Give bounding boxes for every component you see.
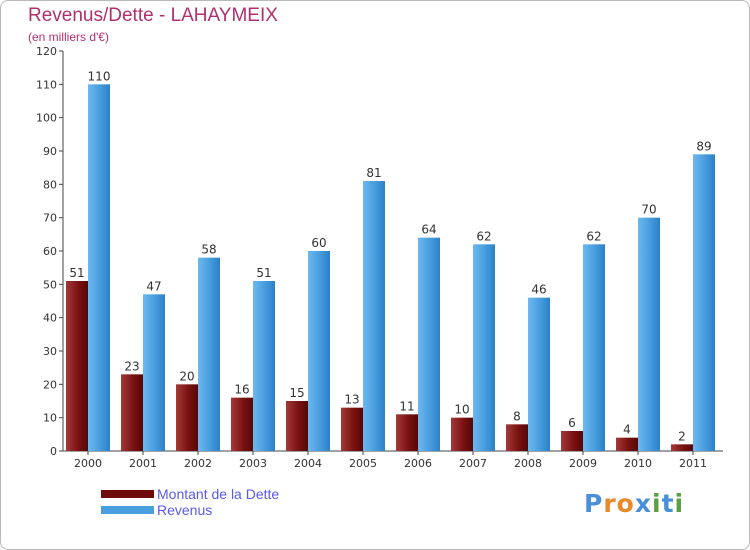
bar-debt bbox=[451, 417, 473, 451]
x-tick-label: 2001 bbox=[129, 457, 157, 470]
data-label-debt: 13 bbox=[344, 393, 359, 407]
data-label-debt: 11 bbox=[399, 399, 414, 413]
proxiti-logo: Proxiti bbox=[584, 489, 684, 518]
data-label-debt: 20 bbox=[179, 369, 194, 383]
logo-letter: i bbox=[652, 489, 662, 518]
x-tick-label: 2007 bbox=[459, 457, 487, 470]
legend-label-debt: Montant de la Dette bbox=[157, 486, 280, 502]
y-tick-label: 20 bbox=[43, 378, 57, 391]
logo-letter: x bbox=[634, 489, 652, 518]
bar-debt bbox=[561, 431, 583, 451]
y-tick-label: 10 bbox=[43, 412, 57, 425]
data-label-revenue: 58 bbox=[201, 243, 216, 257]
data-label-debt: 51 bbox=[69, 266, 84, 280]
data-label-revenue: 110 bbox=[88, 69, 111, 83]
y-tick-label: 60 bbox=[43, 245, 57, 258]
bar-revenue bbox=[528, 297, 550, 451]
legend-swatch-debt bbox=[101, 490, 154, 498]
logo-letter: o bbox=[616, 489, 635, 518]
data-label-revenue: 62 bbox=[476, 229, 491, 243]
y-tick-label: 0 bbox=[50, 445, 57, 458]
data-label-debt: 8 bbox=[513, 409, 521, 423]
logo-letter: r bbox=[603, 489, 617, 518]
x-tick-label: 2003 bbox=[239, 457, 267, 470]
data-label-revenue: 47 bbox=[146, 279, 161, 293]
y-tick-label: 50 bbox=[43, 278, 57, 291]
bar-debt bbox=[121, 374, 143, 451]
y-tick-label: 90 bbox=[43, 145, 57, 158]
x-tick-label: 2010 bbox=[624, 457, 652, 470]
bar-revenue bbox=[418, 237, 440, 451]
data-label-revenue: 51 bbox=[256, 266, 271, 280]
bar-debt bbox=[176, 384, 198, 451]
bar-debt bbox=[286, 401, 308, 451]
data-label-revenue: 89 bbox=[696, 139, 711, 153]
x-tick-label: 2000 bbox=[74, 457, 102, 470]
bar-revenue bbox=[363, 181, 385, 451]
legend-swatch-revenue bbox=[101, 506, 154, 514]
logo-letter: P bbox=[584, 489, 604, 518]
data-label-revenue: 60 bbox=[311, 236, 326, 250]
data-label-revenue: 70 bbox=[641, 203, 656, 217]
x-tick-label: 2004 bbox=[294, 457, 322, 470]
bar-debt bbox=[396, 414, 418, 451]
bar-debt bbox=[231, 397, 253, 451]
x-tick-label: 2009 bbox=[569, 457, 597, 470]
y-tick-label: 110 bbox=[36, 78, 57, 91]
data-label-debt: 16 bbox=[234, 383, 249, 397]
bar-debt bbox=[66, 281, 88, 451]
data-label-revenue: 81 bbox=[366, 166, 381, 180]
data-label-revenue: 46 bbox=[531, 283, 546, 297]
logo-letter: t bbox=[661, 489, 675, 518]
x-tick-label: 2006 bbox=[404, 457, 432, 470]
x-tick-label: 2002 bbox=[184, 457, 212, 470]
bar-revenue bbox=[308, 251, 330, 451]
y-tick-label: 100 bbox=[36, 112, 57, 125]
data-label-debt: 2 bbox=[678, 429, 686, 443]
data-label-revenue: 64 bbox=[421, 223, 436, 237]
bar-revenue bbox=[88, 84, 110, 451]
bar-debt bbox=[671, 444, 693, 451]
bar-debt bbox=[341, 407, 363, 451]
bar-revenue bbox=[583, 244, 605, 451]
bar-debt bbox=[506, 424, 528, 451]
chart-subtitle: (en milliers d'€) bbox=[28, 30, 109, 44]
bar-revenue bbox=[253, 281, 275, 451]
data-label-debt: 4 bbox=[623, 423, 631, 437]
data-label-debt: 6 bbox=[568, 416, 576, 430]
y-tick-label: 30 bbox=[43, 345, 57, 358]
data-label-revenue: 62 bbox=[586, 229, 601, 243]
y-tick-label: 80 bbox=[43, 178, 57, 191]
chart-title: Revenus/Dette - LAHAYMEIX bbox=[28, 5, 278, 26]
bar-debt bbox=[616, 437, 638, 451]
x-tick-label: 2008 bbox=[514, 457, 542, 470]
bar-revenue bbox=[693, 154, 715, 452]
x-tick-label: 2011 bbox=[679, 457, 707, 470]
legend-label-revenue: Revenus bbox=[157, 502, 213, 518]
y-tick-label: 70 bbox=[43, 212, 57, 225]
x-tick-label: 2005 bbox=[349, 457, 377, 470]
y-tick-label: 120 bbox=[36, 45, 57, 58]
data-label-debt: 15 bbox=[289, 386, 304, 400]
data-label-debt: 23 bbox=[124, 359, 139, 373]
bar-revenue bbox=[473, 244, 495, 451]
data-label-debt: 10 bbox=[454, 403, 469, 417]
logo-letter: i bbox=[674, 489, 685, 518]
y-tick-label: 40 bbox=[43, 312, 57, 325]
bar-revenue bbox=[143, 294, 165, 451]
bar-revenue bbox=[198, 257, 220, 451]
bar-revenue bbox=[638, 217, 660, 451]
